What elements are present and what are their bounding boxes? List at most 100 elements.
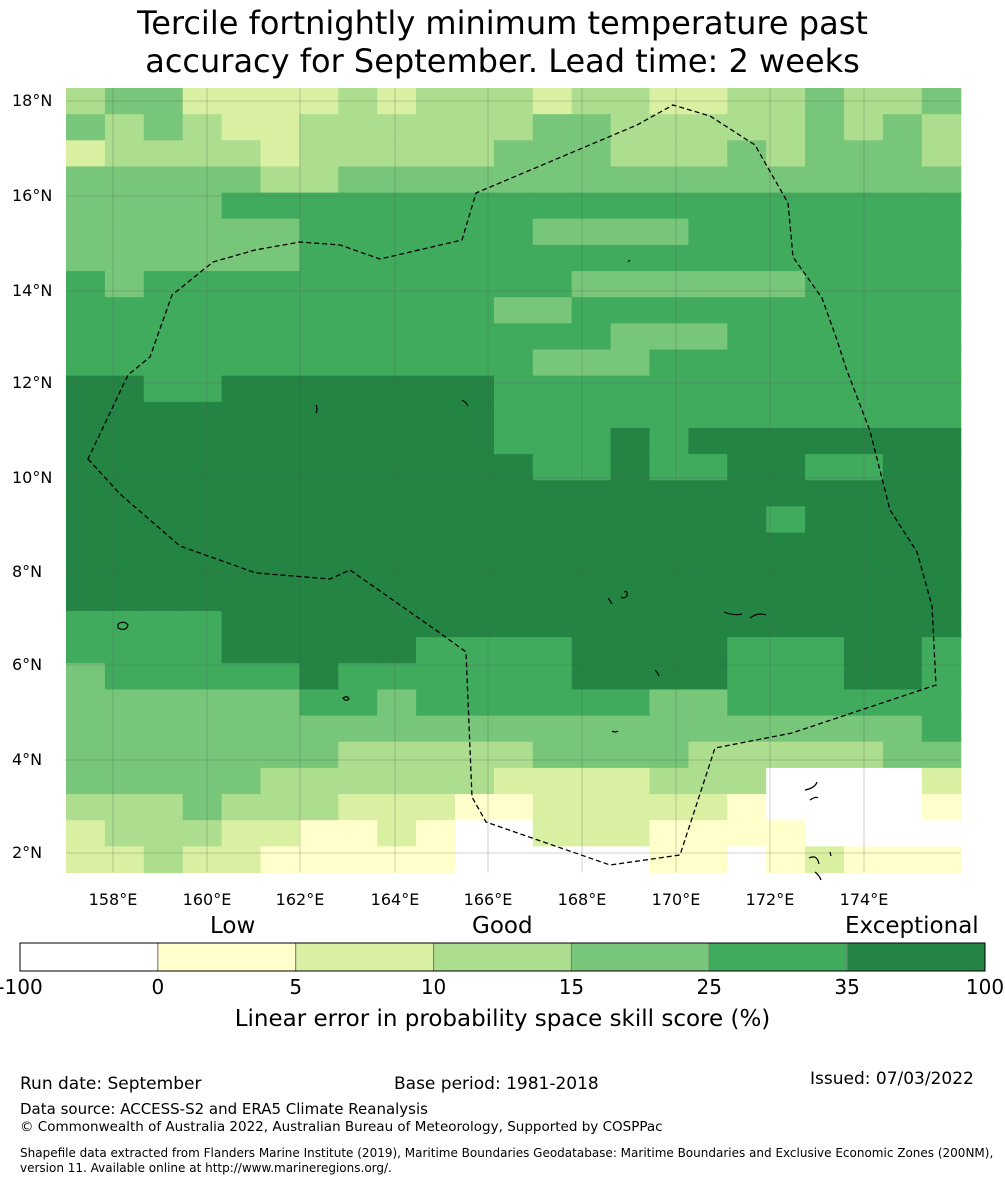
- grid-cell: [649, 480, 689, 507]
- grid-cell: [688, 637, 728, 664]
- eez-boundary: [87, 104, 937, 866]
- grid-cell: [766, 192, 806, 220]
- grid-cell: [182, 663, 223, 691]
- colorbar-title: Linear error in probability space skill …: [234, 1006, 771, 1032]
- grid-cell: [610, 741, 651, 769]
- grid-cell: [805, 663, 845, 691]
- grid-cell: [921, 637, 962, 664]
- grid-cell: [805, 767, 845, 795]
- grid-cell: [610, 375, 651, 403]
- grid-cell: [882, 611, 923, 638]
- grid-cell: [610, 349, 651, 377]
- grid-cell: [221, 271, 262, 298]
- grid-cell: [571, 558, 612, 586]
- grid-cell: [143, 218, 184, 246]
- grid-cell: [805, 401, 845, 429]
- grid-cell: [727, 767, 767, 795]
- grid-cell: [221, 349, 262, 377]
- grid-cell: [921, 663, 962, 691]
- grid-cell: [532, 532, 573, 560]
- colorbar-segment: [433, 942, 572, 972]
- grid-cell: [688, 794, 728, 821]
- grid-cell: [805, 427, 845, 455]
- grid-cell: [844, 166, 884, 194]
- grid-cell: [882, 584, 923, 612]
- grid-cell: [455, 637, 495, 664]
- grid-cell: [377, 767, 417, 795]
- grid-cell: [688, 271, 728, 298]
- grid-cell: [260, 715, 300, 743]
- grid-cell: [416, 427, 456, 455]
- grid-cell: [571, 846, 612, 874]
- grid-cell: [493, 375, 534, 403]
- grid-cell: [688, 166, 728, 194]
- copyright: © Commonwealth of Australia 2022, Austra…: [20, 1119, 663, 1135]
- grid-cell: [377, 218, 417, 246]
- grid-cell: [416, 244, 456, 272]
- grid-cell: [882, 244, 923, 272]
- grid-cell: [143, 166, 184, 194]
- grid-cell: [649, 689, 689, 717]
- grid-cell: [299, 689, 339, 717]
- grid-cell: [416, 218, 456, 246]
- colorbar-tick-label: 0: [151, 975, 165, 999]
- grid-cell: [182, 506, 223, 534]
- grid-cell: [416, 88, 456, 115]
- grid-cell: [66, 454, 106, 481]
- grid-cell: [299, 611, 339, 638]
- grid-cell: [610, 244, 651, 272]
- grid-cell: [143, 271, 184, 298]
- grid-cell: [221, 637, 262, 664]
- grid-cell: [805, 741, 845, 769]
- grid-cell: [882, 192, 923, 220]
- grid-cell: [805, 323, 845, 351]
- grid-cell: [766, 820, 806, 847]
- grid-cell: [260, 584, 300, 612]
- grid-cell: [532, 192, 573, 220]
- grid-cell: [882, 297, 923, 324]
- grid-cell: [766, 427, 806, 455]
- grid-cell: [182, 846, 223, 874]
- grid-cell: [766, 611, 806, 638]
- grid-cell: [455, 794, 495, 821]
- grid-cell: [182, 741, 223, 769]
- grid-cell: [338, 192, 378, 220]
- colorbar-segment: [295, 942, 435, 972]
- grid-cell: [377, 689, 417, 717]
- grid-cell: [805, 715, 845, 743]
- latitude-label: 6°N: [12, 655, 43, 674]
- grid-cell: [805, 297, 845, 324]
- grid-cell: [610, 637, 651, 664]
- grid-cell: [221, 427, 262, 455]
- latitude-label: 8°N: [12, 562, 43, 581]
- grid-cell: [610, 767, 651, 795]
- grid-cell: [844, 427, 884, 455]
- grid-cell: [882, 741, 923, 769]
- grid-cell: [882, 689, 923, 717]
- grid-cell: [182, 532, 223, 560]
- grid-cell: [377, 611, 417, 638]
- grid-cell: [299, 506, 339, 534]
- grid-cell: [260, 454, 300, 481]
- grid-cell: [688, 192, 728, 220]
- grid-cell: [338, 846, 378, 874]
- grid-cell: [688, 584, 728, 612]
- grid-cell: [104, 323, 145, 351]
- grid-cell: [571, 715, 612, 743]
- grid-cell: [416, 767, 456, 795]
- grid-cell: [571, 218, 612, 246]
- grid-cell: [182, 192, 223, 220]
- grid-cell: [727, 427, 767, 455]
- grid-cell: [377, 192, 417, 220]
- grid-cell: [377, 244, 417, 272]
- grid-cell: [104, 584, 145, 612]
- grid-cell: [532, 506, 573, 534]
- grid-cell: [104, 244, 145, 272]
- grid-cell: [66, 323, 106, 351]
- grid-cell: [143, 427, 184, 455]
- grid-cell: [921, 611, 962, 638]
- island: [749, 613, 767, 619]
- grid-cell: [882, 88, 923, 115]
- grid-cell: [221, 218, 262, 246]
- grid-cell: [182, 88, 223, 115]
